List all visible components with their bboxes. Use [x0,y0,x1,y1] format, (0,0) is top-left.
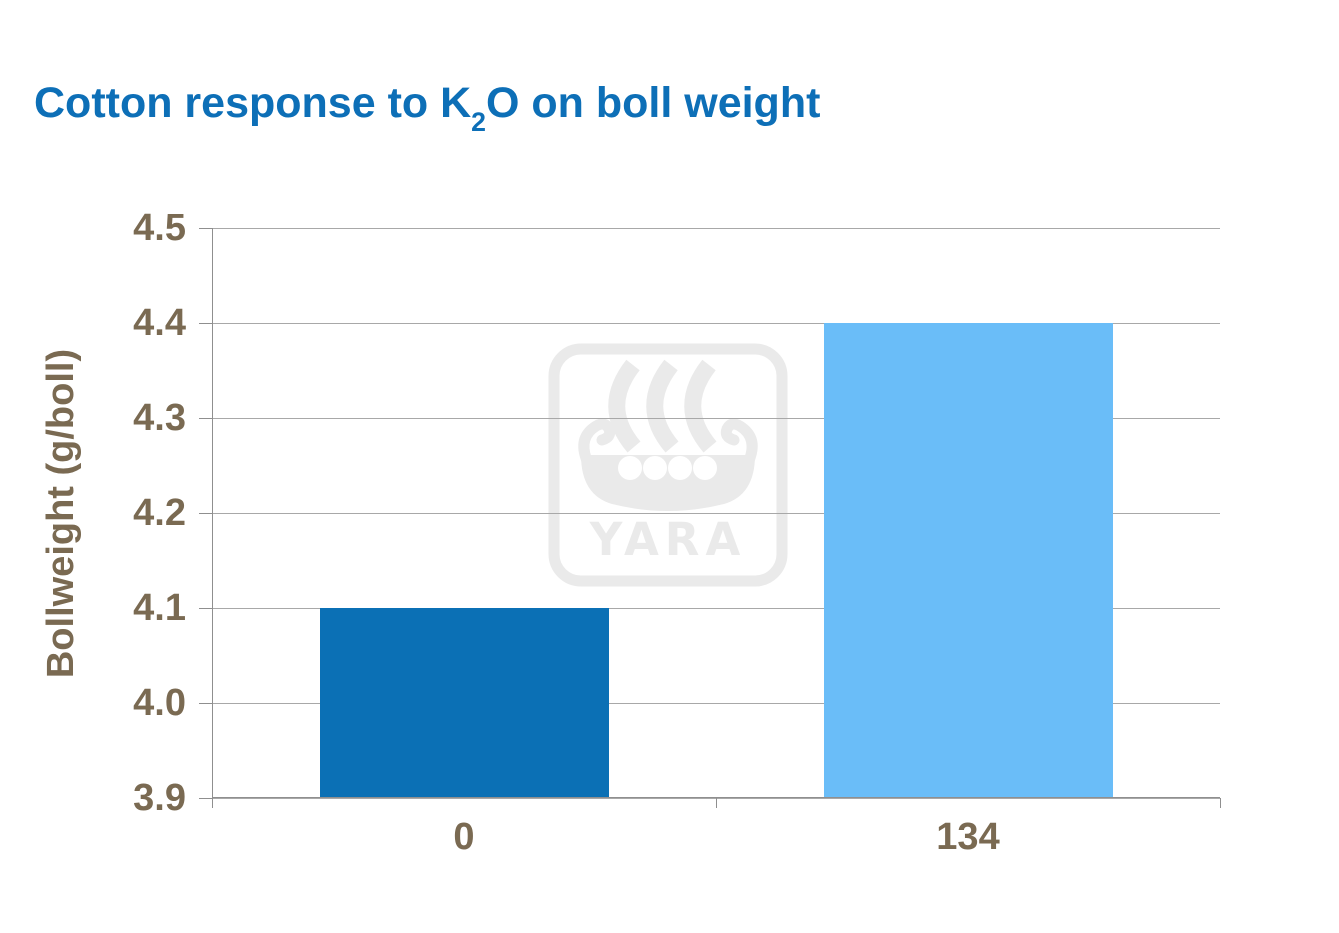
y-tick-label: 4.2 [133,492,186,534]
ship-sails-icon [608,359,717,453]
y-tick-label: 4.5 [133,207,186,249]
y-axis-tick [199,703,212,704]
x-axis-tick [1220,798,1221,808]
y-axis-tick [199,418,212,419]
gridline [212,608,1220,609]
y-tick-label: 4.0 [133,682,186,724]
gridline [212,418,1220,419]
x-category-label: 134 [936,816,1000,858]
y-tick-label: 4.1 [133,587,186,629]
chart-title-text-after: O on boll weight [486,79,821,127]
y-axis-tick [199,608,212,609]
watermark-frame [548,343,788,587]
y-axis-tick [199,798,212,799]
y-tick-label: 3.9 [133,777,186,819]
gridline [212,703,1220,704]
x-axis [212,797,1220,798]
y-axis [212,228,213,798]
y-axis-tick [199,228,212,229]
y-axis-tick [199,513,212,514]
ship-hull-icon [578,418,758,511]
bar-0 [320,608,609,798]
x-category-label: 0 [453,816,475,858]
bar-134 [824,323,1113,798]
x-axis-tick [716,798,717,808]
gridline [212,513,1220,514]
y-tick-label: 4.3 [133,397,186,439]
yara-logo-watermark: YARA [548,343,788,587]
gridline [212,228,1220,229]
chart-title: Cotton response to K2O on boll weight [34,78,821,135]
y-tick-label: 4.4 [133,302,186,344]
x-axis-tick [212,798,213,808]
gridline [212,323,1220,324]
chart-title-subscript: 2 [471,106,486,137]
watermark-text: YARA [589,513,747,566]
chart-title-text: Cotton response to K [34,79,472,127]
y-axis-tick [199,323,212,324]
plot-area: YARA [199,228,1221,808]
